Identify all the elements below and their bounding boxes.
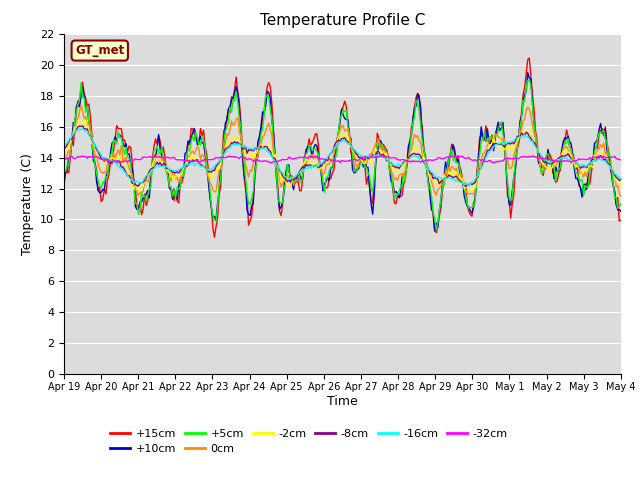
Legend: +15cm, +10cm, +5cm, 0cm, -2cm, -8cm, -16cm, -32cm: +15cm, +10cm, +5cm, 0cm, -2cm, -8cm, -16…	[106, 424, 513, 459]
+5cm	[433, 227, 440, 233]
-32cm	[305, 154, 313, 159]
+15cm	[589, 161, 596, 167]
-16cm	[79, 126, 86, 132]
-16cm	[305, 164, 313, 169]
-16cm	[130, 180, 138, 185]
+10cm	[244, 212, 252, 217]
-2cm	[246, 153, 254, 158]
+5cm	[129, 176, 136, 182]
0cm	[130, 183, 138, 189]
+5cm	[244, 201, 252, 206]
+15cm	[246, 218, 254, 224]
0cm	[255, 143, 263, 148]
+10cm	[60, 177, 68, 183]
-32cm	[244, 156, 252, 162]
X-axis label: Time: Time	[327, 395, 358, 408]
-16cm	[228, 142, 236, 148]
-16cm	[246, 146, 254, 152]
-8cm	[246, 148, 254, 154]
+15cm	[305, 136, 313, 142]
-32cm	[589, 154, 596, 160]
-8cm	[305, 162, 313, 168]
Title: Temperature Profile C: Temperature Profile C	[260, 13, 425, 28]
+10cm	[254, 139, 262, 145]
-2cm	[130, 187, 138, 192]
Y-axis label: Temperature (C): Temperature (C)	[22, 153, 35, 255]
-16cm	[60, 144, 68, 150]
0cm	[246, 168, 254, 173]
-8cm	[79, 123, 86, 129]
-8cm	[130, 179, 138, 184]
Line: 0cm: 0cm	[64, 105, 621, 196]
Line: -8cm: -8cm	[64, 126, 621, 187]
-8cm	[462, 184, 470, 190]
+10cm	[617, 208, 625, 214]
-8cm	[589, 156, 596, 162]
-8cm	[617, 177, 625, 182]
+5cm	[60, 169, 68, 175]
-8cm	[255, 146, 263, 152]
0cm	[60, 157, 68, 163]
0cm	[305, 155, 313, 160]
-16cm	[589, 158, 596, 164]
-32cm	[617, 157, 625, 163]
-2cm	[467, 189, 474, 194]
+5cm	[254, 151, 262, 157]
+10cm	[129, 166, 136, 172]
-32cm	[129, 157, 136, 163]
0cm	[228, 118, 236, 124]
+10cm	[524, 70, 532, 75]
-2cm	[82, 117, 90, 123]
-16cm	[617, 176, 625, 181]
+15cm	[211, 234, 218, 240]
-16cm	[465, 183, 473, 189]
Line: +5cm: +5cm	[64, 80, 621, 230]
+10cm	[431, 228, 438, 234]
0cm	[77, 102, 85, 108]
+15cm	[129, 160, 136, 166]
Line: +10cm: +10cm	[64, 72, 621, 231]
-32cm	[254, 157, 262, 163]
Line: +15cm: +15cm	[64, 58, 621, 237]
+15cm	[525, 55, 533, 61]
0cm	[588, 161, 595, 167]
-2cm	[589, 165, 596, 170]
0cm	[617, 193, 625, 199]
-8cm	[60, 146, 68, 152]
-32cm	[376, 153, 384, 158]
-2cm	[228, 138, 236, 144]
+5cm	[589, 159, 596, 165]
+5cm	[226, 105, 234, 110]
-8cm	[228, 140, 236, 146]
+10cm	[226, 103, 234, 109]
+5cm	[617, 201, 625, 207]
-2cm	[617, 183, 625, 189]
-32cm	[266, 160, 274, 166]
+5cm	[525, 77, 533, 83]
+5cm	[303, 150, 311, 156]
+15cm	[60, 182, 68, 188]
Line: -32cm: -32cm	[64, 156, 621, 163]
+10cm	[303, 144, 311, 149]
+15cm	[617, 217, 625, 223]
-32cm	[60, 156, 68, 162]
-16cm	[255, 145, 263, 151]
+10cm	[589, 160, 596, 166]
Text: GT_met: GT_met	[75, 44, 124, 57]
-32cm	[226, 154, 234, 159]
-2cm	[60, 153, 68, 159]
+15cm	[255, 138, 263, 144]
Line: -2cm: -2cm	[64, 120, 621, 192]
-2cm	[255, 146, 263, 152]
-2cm	[305, 160, 313, 166]
+15cm	[228, 94, 236, 100]
Line: -16cm: -16cm	[64, 129, 621, 186]
